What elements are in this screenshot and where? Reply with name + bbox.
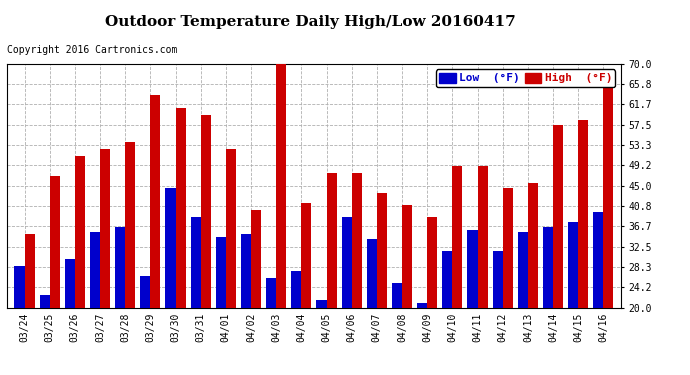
Bar	[226, 149, 236, 375]
Bar	[25, 234, 34, 375]
Bar	[377, 193, 387, 375]
Bar	[453, 166, 462, 375]
Bar	[90, 232, 100, 375]
Bar	[477, 166, 488, 375]
Text: Outdoor Temperature Daily High/Low 20160417: Outdoor Temperature Daily High/Low 20160…	[105, 15, 516, 29]
Text: Copyright 2016 Cartronics.com: Copyright 2016 Cartronics.com	[7, 45, 177, 55]
Bar	[442, 251, 453, 375]
Bar	[342, 217, 352, 375]
Bar	[578, 120, 589, 375]
Bar	[427, 217, 437, 375]
Bar	[100, 149, 110, 375]
Bar	[302, 202, 311, 375]
Bar	[150, 96, 160, 375]
Bar	[216, 237, 226, 375]
Bar	[50, 176, 60, 375]
Bar	[14, 266, 25, 375]
Bar	[291, 271, 302, 375]
Bar	[493, 251, 503, 375]
Bar	[518, 232, 528, 375]
Bar	[190, 217, 201, 375]
Bar	[402, 205, 412, 375]
Bar	[241, 234, 251, 375]
Bar	[140, 276, 150, 375]
Bar	[125, 142, 135, 375]
Bar	[352, 173, 362, 375]
Bar	[503, 188, 513, 375]
Bar	[65, 259, 75, 375]
Bar	[593, 212, 603, 375]
Bar	[201, 115, 210, 375]
Bar	[543, 227, 553, 375]
Bar	[39, 296, 50, 375]
Bar	[175, 108, 186, 375]
Bar	[75, 156, 85, 375]
Bar	[392, 283, 402, 375]
Bar	[417, 303, 427, 375]
Bar	[367, 239, 377, 375]
Bar	[115, 227, 125, 375]
Bar	[276, 61, 286, 375]
Bar	[326, 173, 337, 375]
Bar	[468, 230, 477, 375]
Bar	[251, 210, 261, 375]
Bar	[568, 222, 578, 375]
Bar	[528, 183, 538, 375]
Bar	[166, 188, 175, 375]
Bar	[266, 278, 276, 375]
Bar	[317, 300, 326, 375]
Legend: Low  (°F), High  (°F): Low (°F), High (°F)	[436, 69, 615, 87]
Bar	[603, 78, 613, 375]
Bar	[553, 124, 563, 375]
